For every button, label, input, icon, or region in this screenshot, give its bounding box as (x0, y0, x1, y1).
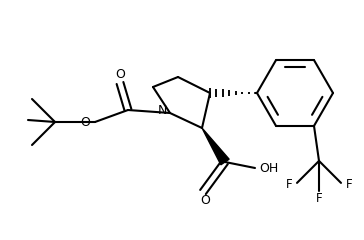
Text: O: O (115, 68, 125, 82)
Text: O: O (80, 116, 90, 130)
Text: F: F (286, 178, 292, 192)
Text: F: F (316, 192, 322, 205)
Text: N: N (157, 104, 167, 118)
Text: O: O (200, 193, 210, 206)
Text: F: F (346, 178, 352, 192)
Polygon shape (202, 128, 229, 165)
Text: OH: OH (260, 162, 278, 175)
